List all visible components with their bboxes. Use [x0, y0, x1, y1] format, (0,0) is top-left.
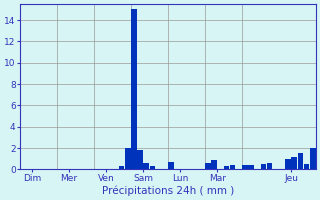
Bar: [242, 165, 248, 169]
Bar: [143, 163, 149, 169]
Bar: [248, 165, 254, 169]
Bar: [304, 164, 309, 169]
Bar: [131, 9, 137, 169]
Bar: [261, 164, 266, 169]
Bar: [267, 163, 272, 169]
Bar: [205, 163, 211, 169]
Bar: [310, 148, 316, 169]
Bar: [125, 148, 131, 169]
Bar: [119, 166, 124, 169]
Bar: [137, 150, 143, 169]
Bar: [285, 159, 291, 169]
Bar: [224, 166, 229, 169]
Bar: [168, 162, 174, 169]
Bar: [150, 166, 155, 169]
X-axis label: Précipitations 24h ( mm ): Précipitations 24h ( mm ): [102, 185, 234, 196]
Bar: [211, 160, 217, 169]
Bar: [292, 157, 297, 169]
Bar: [298, 153, 303, 169]
Bar: [230, 165, 235, 169]
